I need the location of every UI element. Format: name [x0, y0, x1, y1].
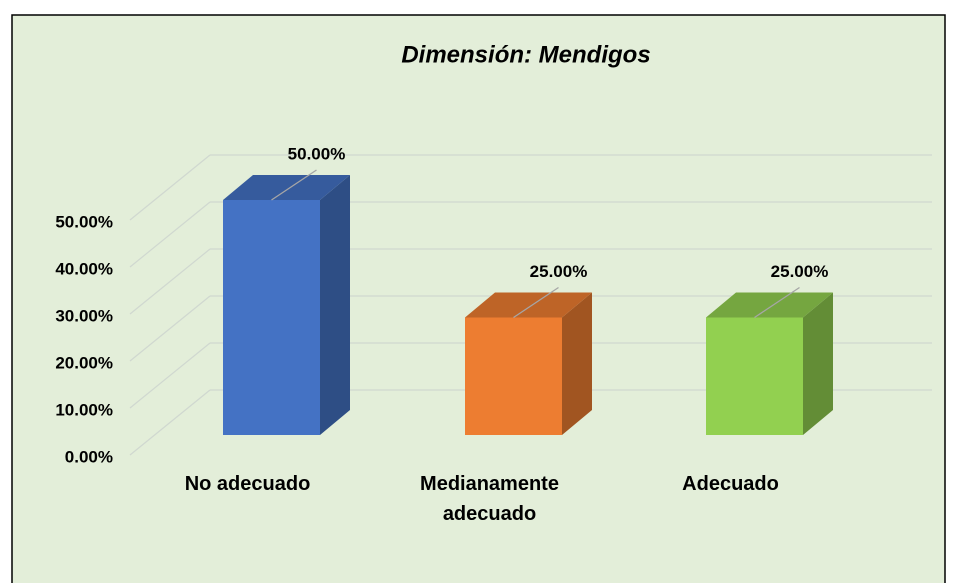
x-tick-label: Medianamente adecuado	[420, 473, 559, 525]
x-tick-label: Adecuado	[682, 473, 779, 495]
data-label: 50.00%	[288, 144, 346, 163]
x-tick-label: No adecuado	[184, 473, 311, 495]
y-tick-label: 20.00%	[55, 353, 113, 372]
grid-line-side	[129, 342, 211, 409]
chart-title: Dimensión: Mendigos	[401, 41, 650, 68]
bar-top	[465, 292, 592, 318]
bar-top	[223, 175, 350, 200]
leader-line	[271, 169, 317, 201]
bar-front	[223, 200, 320, 435]
bar-front	[465, 317, 562, 435]
y-tick-label: 40.00%	[55, 259, 113, 278]
y-tick-label: 10.00%	[55, 400, 113, 419]
y-tick-label: 0.00%	[65, 447, 113, 466]
data-label: 25.00%	[530, 262, 588, 281]
grid-line-side	[129, 389, 211, 456]
y-tick-label: 50.00%	[55, 212, 113, 231]
bar-side	[562, 292, 592, 435]
bar-side	[803, 292, 833, 435]
data-label: 25.00%	[771, 262, 829, 281]
leader-line	[513, 286, 559, 319]
grid-line-side	[129, 201, 211, 268]
bar-front	[706, 317, 803, 435]
bar-top	[706, 292, 833, 318]
grid-line-side	[129, 295, 211, 362]
grid-line-side	[129, 154, 211, 221]
bar-side	[320, 175, 350, 435]
y-tick-label: 30.00%	[55, 306, 113, 325]
grid-line-side	[129, 248, 211, 315]
leader-line	[754, 286, 800, 319]
